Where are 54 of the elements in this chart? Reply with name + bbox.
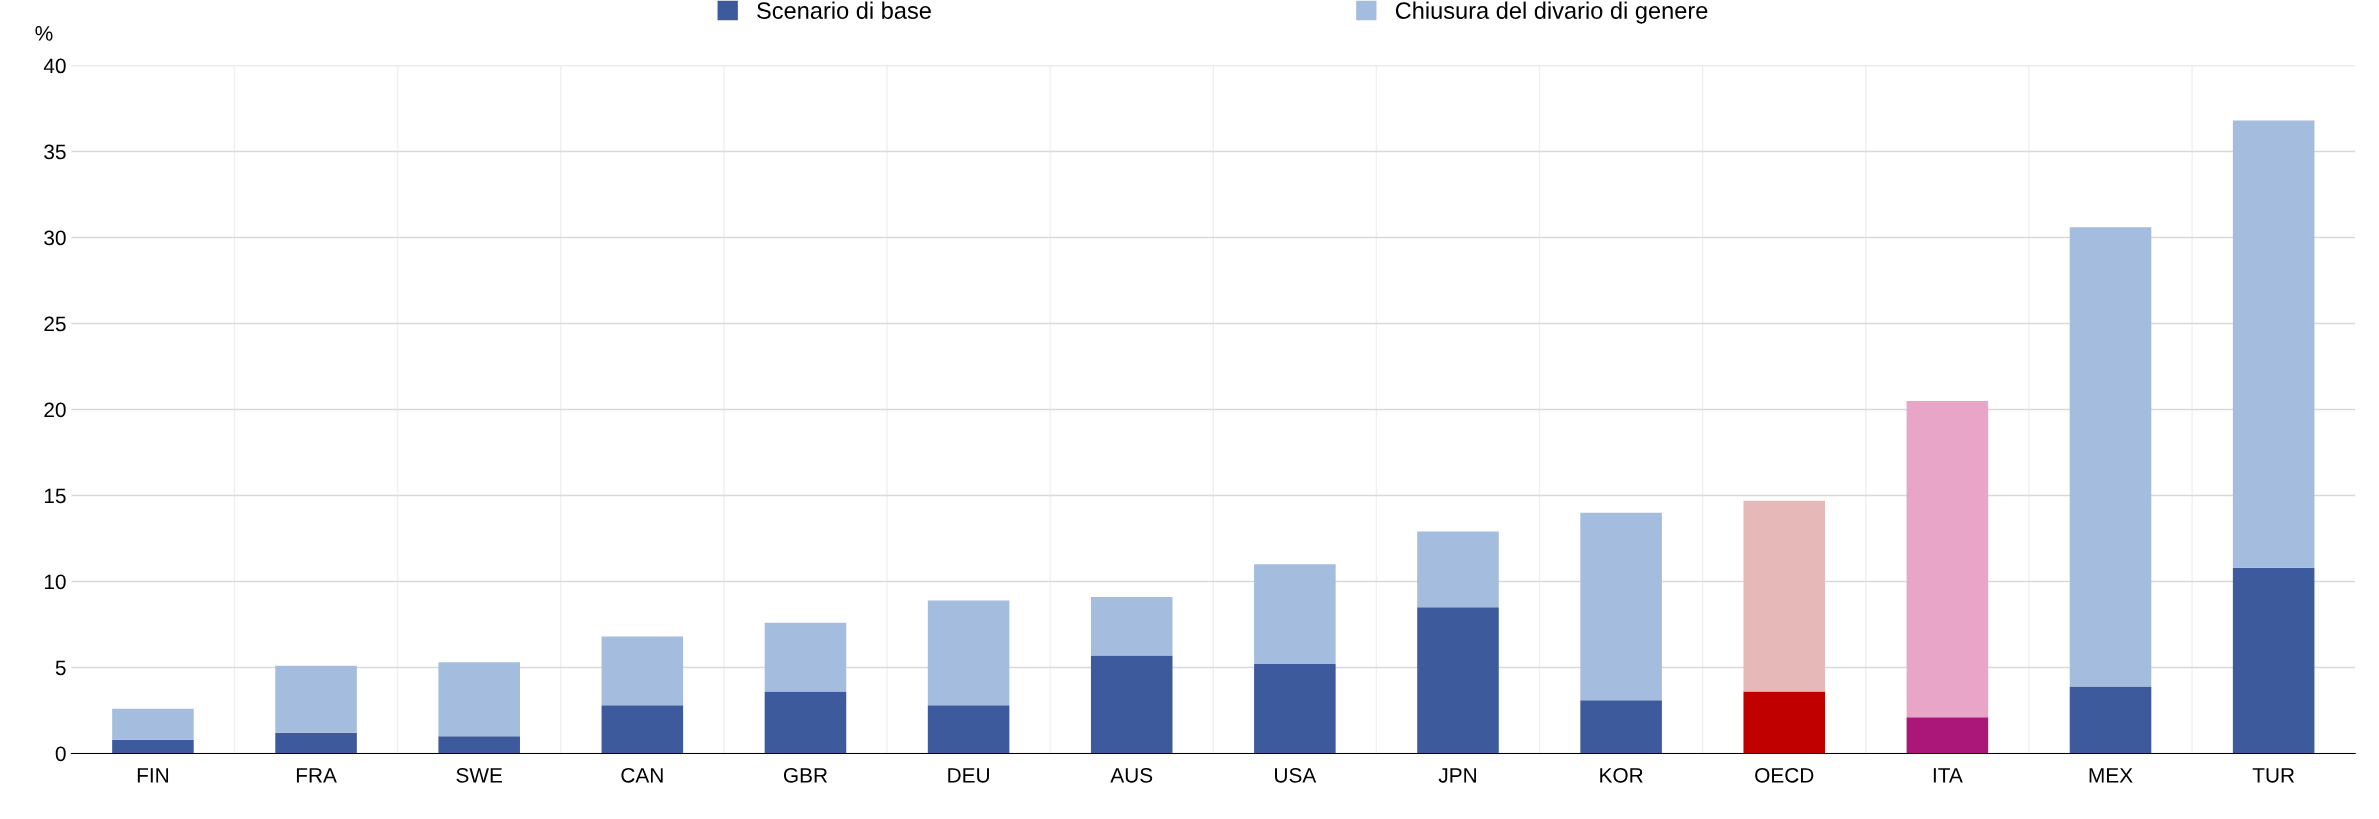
bar [438, 736, 520, 754]
legend-label: Chiusura del divario di genere [1395, 1, 1708, 24]
x-tick-label: OECD [1755, 767, 1814, 783]
x-tick-label: MEX [2089, 768, 2133, 783]
bar [601, 705, 684, 754]
bar [1906, 717, 1989, 754]
y-tick-label: 40 [43, 58, 66, 74]
y-axis-title: % [35, 26, 53, 41]
x-tick-label: TUR [2252, 768, 2295, 783]
bar [1090, 596, 1173, 656]
y-tick-label: 10 [44, 574, 66, 590]
x-tick-label: FIN [137, 768, 169, 783]
y-tick-label: 15 [44, 488, 66, 504]
bar [601, 636, 684, 706]
y-tick-label: 0 [55, 746, 66, 762]
x-tick-label: DEU [948, 768, 989, 783]
x-tick-label: GBR [783, 767, 828, 783]
bar [1417, 531, 1499, 608]
y-tick-label: 25 [44, 316, 66, 332]
y-tick-label: 20 [44, 402, 66, 418]
x-tick-label: FRA [296, 768, 337, 783]
bar [275, 732, 357, 754]
bar [764, 622, 847, 692]
bar [927, 600, 1010, 706]
x-tick-label: SWE [456, 767, 503, 783]
bar [2069, 686, 2152, 754]
x-tick-label: JPN [1438, 768, 1476, 783]
bar [1417, 607, 1499, 754]
bar [2232, 567, 2315, 754]
bar [112, 708, 194, 740]
bar [112, 739, 194, 754]
bar [1906, 400, 1989, 718]
y-tick-label: 30 [44, 230, 66, 246]
bar [1254, 564, 1336, 665]
bar [1254, 664, 1336, 754]
bar [2069, 227, 2152, 687]
bar [1743, 500, 1826, 692]
bar [1743, 691, 1826, 754]
x-tick-label: ITA [1933, 768, 1963, 783]
bar [1090, 655, 1173, 754]
bar [2232, 120, 2315, 568]
bar [764, 691, 847, 754]
x-tick-label: KOR [1600, 767, 1643, 783]
bar [1580, 512, 1662, 701]
y-tick-label: 5 [55, 660, 66, 676]
x-tick-label: USA [1275, 767, 1317, 783]
legend-label: Scenario di base [757, 1, 931, 19]
bar [1580, 700, 1662, 754]
y-tick-label: 35 [44, 144, 66, 160]
bar [275, 665, 357, 733]
bar [438, 662, 520, 737]
x-tick-label: AUS [1110, 767, 1153, 783]
x-tick-label: CAN [621, 767, 663, 783]
bar [927, 705, 1010, 754]
